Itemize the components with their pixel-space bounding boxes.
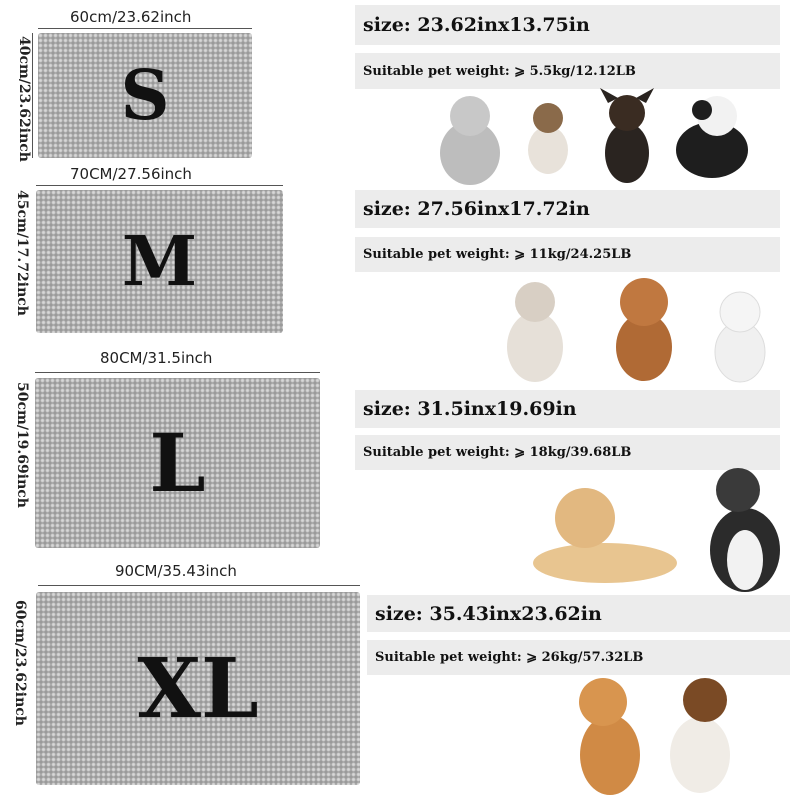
husky-photo <box>710 468 780 592</box>
weight-box-s: Suitable pet weight: ⩾ 5.5kg/12.12LB <box>355 53 780 89</box>
size-box-l: size: 31.5inx19.69in <box>355 390 780 428</box>
beagle-photo <box>670 678 730 793</box>
height-label-l: 50cm/19.69inch <box>14 382 30 508</box>
weight-box-l: Suitable pet weight: ⩾ 18kg/39.68LB <box>355 435 780 470</box>
height-arrow-s <box>32 33 33 158</box>
size-letter-xl: XL <box>137 640 259 737</box>
puppy-photo <box>528 103 568 174</box>
mat-m: M <box>36 190 283 333</box>
height-label-xl: 60cm/23.62inch <box>12 600 28 726</box>
size-box-m: size: 27.56inx17.72in <box>355 190 780 228</box>
chihuahua-photo <box>600 88 654 183</box>
width-arrow-s <box>38 28 252 29</box>
mat-xl: XL <box>36 592 360 785</box>
weight-box-m: Suitable pet weight: ⩾ 11kg/24.25LB <box>355 237 780 272</box>
size-letter-m: M <box>121 221 198 302</box>
width-label-m: 70CM/27.56inch <box>70 165 192 183</box>
width-arrow-xl <box>38 585 360 586</box>
width-label-l: 80CM/31.5inch <box>100 349 213 367</box>
border-collie-puppy-photo <box>676 96 748 178</box>
width-arrow-l <box>35 372 320 373</box>
size-letter-l: L <box>149 416 206 510</box>
white-poodle-photo <box>714 291 766 383</box>
weight-box-xl: Suitable pet weight: ⩾ 26kg/57.32LB <box>367 640 790 675</box>
mat-s: S <box>38 33 252 158</box>
size-letter-s: S <box>120 55 170 136</box>
width-arrow-m <box>36 185 283 186</box>
height-label-m: 45cm/17.72inch <box>14 190 30 316</box>
width-label-xl: 90CM/35.43inch <box>115 562 237 580</box>
golden-retriever-puppy-photo <box>533 488 677 583</box>
cat-photo <box>440 96 500 185</box>
width-label-s: 60cm/23.62inch <box>70 8 192 26</box>
french-bulldog-photo <box>507 282 563 382</box>
size-box-xl: size: 35.43inx23.62in <box>367 595 790 632</box>
mat-l: L <box>35 378 320 548</box>
brown-poodle-photo <box>616 278 672 381</box>
height-label-s: 40cm/23.62inch <box>16 36 32 162</box>
shiba-inu-photo <box>579 678 640 795</box>
size-box-s: size: 23.62inx13.75in <box>355 5 780 45</box>
